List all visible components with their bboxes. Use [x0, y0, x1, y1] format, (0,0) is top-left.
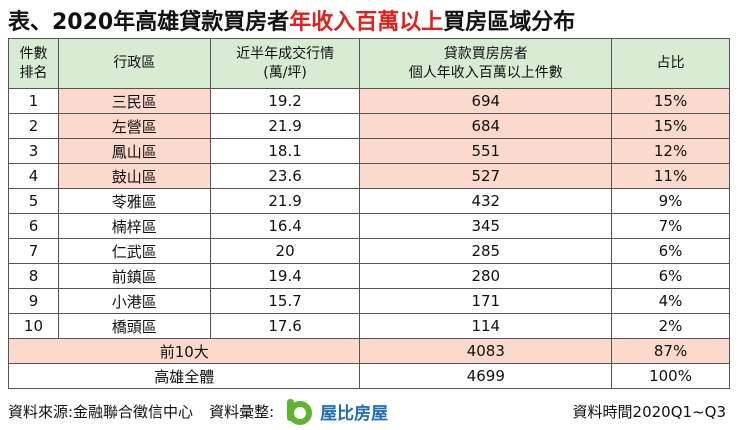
- cell: 7: [8, 238, 59, 264]
- cell: 小港區: [57, 288, 211, 314]
- total-cell: 87%: [611, 338, 730, 364]
- header-line: 排名: [19, 64, 48, 81]
- cell: 16.4: [209, 213, 361, 239]
- period: 資料時間2020Q1~Q3: [572, 402, 726, 421]
- cell: 左營區: [57, 113, 211, 139]
- cell: 527: [359, 163, 613, 189]
- cell: 2: [8, 113, 59, 139]
- column-header: 行政區: [57, 38, 211, 89]
- cell: 694: [359, 88, 613, 114]
- cell: 432: [359, 188, 613, 214]
- total-row: 前10大 4083 87%: [7, 338, 730, 364]
- cell: 仁武區: [57, 238, 211, 264]
- row: 2 左營區 21.9 684 15%: [8, 113, 730, 139]
- cell: 15.7: [209, 288, 361, 314]
- cell: 10: [8, 313, 59, 339]
- cell: 3: [8, 138, 59, 164]
- title: 表、2020年高雄貸款買房者年收入百萬以上買房區域分布: [8, 4, 575, 36]
- row: 8 前鎮區 19.4 280 6%: [8, 263, 730, 289]
- cell: 8: [8, 263, 59, 289]
- cell: 18.1: [209, 138, 361, 164]
- cell: 171: [359, 288, 613, 314]
- cell: 6%: [611, 238, 730, 264]
- row: 4 鼓山區 23.6 527 11%: [8, 163, 730, 189]
- cell: 12%: [611, 138, 730, 164]
- row: 5 苓雅區 21.9 432 9%: [8, 188, 730, 214]
- cell: 285: [359, 238, 613, 264]
- row: 3 鳳山區 18.1 551 12%: [8, 138, 730, 164]
- cell: 15%: [611, 113, 730, 139]
- cell: 9%: [611, 188, 730, 214]
- cell: 4%: [611, 288, 730, 314]
- header-line: 占比: [656, 55, 685, 71]
- row: 1 三民區 19.2 694 15%: [8, 88, 730, 114]
- cell: 21.9: [209, 188, 361, 214]
- logo-icon: [287, 399, 313, 425]
- row: 10 橋頭區 17.6 114 2%: [8, 313, 730, 339]
- cell: 280: [359, 263, 613, 289]
- cell: 19.2: [209, 88, 361, 114]
- row: 7 仁武區 20 285 6%: [8, 238, 730, 264]
- title-part: 表、2020年高雄貸款買房者: [8, 10, 290, 35]
- cell: 5: [8, 188, 59, 214]
- cell: 684: [359, 113, 613, 139]
- cell: 鳳山區: [57, 138, 211, 164]
- header-line: 個人年收入百萬以上件數: [408, 64, 563, 81]
- cell: 345: [359, 213, 613, 239]
- header-line: 貸款買房房者: [443, 45, 528, 62]
- cell: 前鎮區: [57, 263, 211, 289]
- cell: 9: [8, 288, 59, 314]
- cell: 苓雅區: [57, 188, 211, 214]
- cell: 11%: [611, 163, 730, 189]
- cell: 1: [8, 88, 59, 114]
- footer: 資料來源:金融聯合徵信中心 資料彙整: 屋比房屋 資料時間2020Q1~Q3: [8, 398, 730, 425]
- cell: 7%: [611, 213, 730, 239]
- header-line: (萬/坪): [263, 64, 307, 81]
- cell: 114: [359, 313, 613, 339]
- row: 9 小港區 15.7 171 4%: [8, 288, 730, 314]
- table: 件數排名 行政區 近半年成交行情 (萬/坪) 貸款買房房者個人年收入百萬以上件數 占比 1…: [7, 38, 730, 389]
- header-line: 行政區: [113, 55, 156, 71]
- cell: 三民區: [57, 88, 211, 114]
- compiler: 資料彙整:: [209, 402, 275, 421]
- row: 6 楠梓區 16.4 345 7%: [8, 213, 730, 239]
- title-part: 年收入百萬以上: [289, 10, 444, 35]
- total-cell: 高雄全體: [7, 363, 361, 389]
- cell: 23.6: [209, 163, 361, 189]
- total-cell: 100%: [611, 363, 730, 389]
- total-cell: 4699: [359, 363, 613, 389]
- column-header: 占比: [611, 38, 730, 89]
- cell: 21.9: [209, 113, 361, 139]
- column-header: 貸款買房房者個人年收入百萬以上件數: [359, 38, 613, 89]
- header-row: 件數排名 行政區 近半年成交行情 (萬/坪) 貸款買房房者個人年收入百萬以上件數 占比: [8, 38, 730, 89]
- cell: 2%: [611, 313, 730, 339]
- cell: 551: [359, 138, 613, 164]
- cell: 鼓山區: [57, 163, 211, 189]
- title-part: 買房區域分布: [443, 10, 576, 35]
- table-body: 1 三民區 19.2 694 15% 2 左營區 21.9 684 15% 3 鳳山區 18.1 551 1…: [7, 88, 730, 389]
- source: 資料來源:金融聯合徵信中心: [8, 402, 194, 421]
- total-cell: 4083: [359, 338, 613, 364]
- cell: 20: [209, 238, 361, 264]
- total-cell: 前10大: [7, 338, 361, 364]
- total-row: 高雄全體 4699 100%: [7, 363, 730, 389]
- cell: 6%: [611, 263, 730, 289]
- column-header: 近半年成交行情 (萬/坪): [209, 38, 361, 89]
- cell: 15%: [611, 88, 730, 114]
- cell: 6: [8, 213, 59, 239]
- header-line: 件數: [19, 45, 48, 62]
- cell: 19.4: [209, 263, 361, 289]
- cell: 楠梓區: [57, 213, 211, 239]
- cell: 4: [8, 163, 59, 189]
- column-header: 件數 排名: [8, 38, 59, 89]
- cell: 17.6: [209, 313, 361, 339]
- header-line: 近半年成交行情: [236, 45, 335, 62]
- cell: 橋頭區: [57, 313, 211, 339]
- brand: 屋比房屋: [320, 403, 389, 424]
